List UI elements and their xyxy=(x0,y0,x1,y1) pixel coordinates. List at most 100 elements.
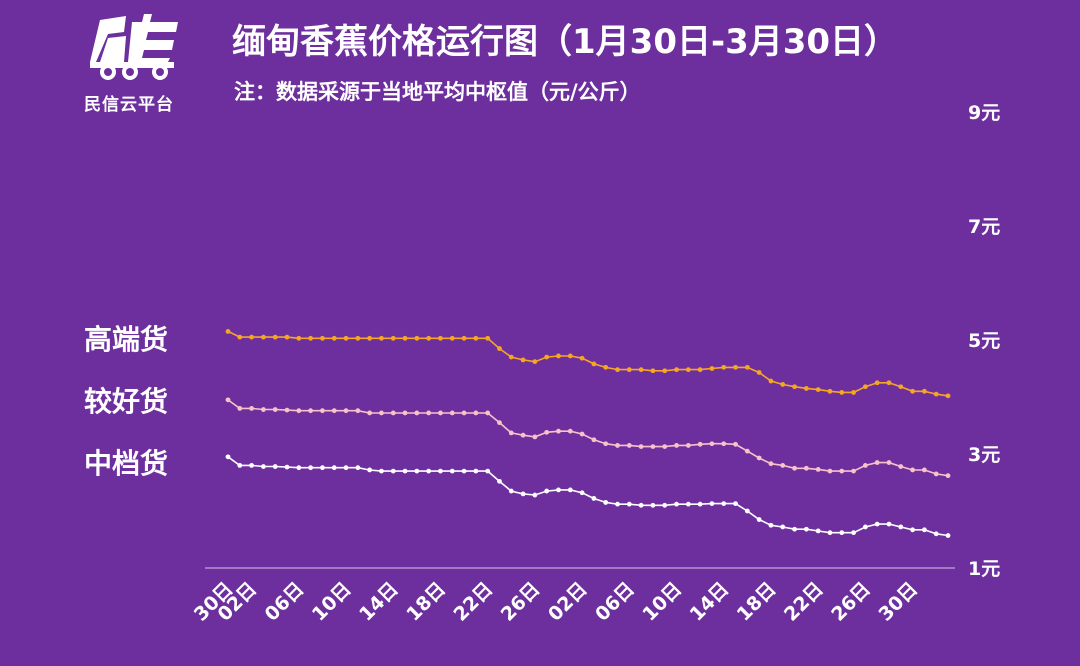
data-point xyxy=(603,364,609,370)
data-point xyxy=(768,522,774,528)
data-point xyxy=(851,468,856,474)
data-point xyxy=(567,353,573,359)
data-point xyxy=(827,388,833,394)
data-point xyxy=(379,468,384,474)
data-point xyxy=(591,437,597,443)
data-point xyxy=(402,468,408,474)
data-point xyxy=(438,468,443,474)
data-point xyxy=(626,367,632,373)
data-point xyxy=(650,444,656,449)
chart-title: 缅甸香蕉价格运行图（1月30日-3月30日） xyxy=(232,22,899,62)
data-point xyxy=(780,524,786,530)
data-point xyxy=(414,468,420,474)
data-point xyxy=(355,335,361,341)
data-point xyxy=(367,335,373,341)
data-point xyxy=(685,443,691,448)
data-point xyxy=(685,501,691,507)
data-point xyxy=(320,335,325,341)
data-point xyxy=(237,406,243,411)
data-point xyxy=(921,467,927,473)
data-point xyxy=(343,335,349,341)
y-tick-label: 3元 xyxy=(968,444,1000,466)
data-point xyxy=(331,408,337,414)
data-point xyxy=(756,455,762,461)
data-point xyxy=(733,501,738,506)
data-point xyxy=(662,444,668,449)
data-point xyxy=(815,387,821,392)
data-point xyxy=(898,464,904,469)
data-point xyxy=(721,501,727,506)
data-point xyxy=(803,465,809,471)
data-point xyxy=(390,335,396,341)
data-point xyxy=(520,432,526,438)
data-point xyxy=(379,410,384,416)
data-point xyxy=(284,464,290,470)
data-point xyxy=(308,408,314,414)
data-point xyxy=(851,390,856,395)
data-point xyxy=(591,496,597,501)
data-point xyxy=(780,382,786,387)
data-point xyxy=(261,464,266,469)
data-point xyxy=(272,464,278,469)
data-point xyxy=(862,463,868,468)
data-point xyxy=(331,465,337,471)
data-point xyxy=(733,364,738,370)
series-label-high: 高端货 xyxy=(84,323,169,356)
data-point xyxy=(626,443,632,448)
data-point xyxy=(272,407,278,412)
data-point xyxy=(792,384,797,390)
data-point xyxy=(874,521,880,527)
logo-text: 民信云平台 xyxy=(84,95,174,115)
data-point xyxy=(296,408,302,414)
data-point xyxy=(261,334,266,340)
x-tick-label: 06日 xyxy=(261,578,309,626)
data-point xyxy=(886,521,892,527)
data-point xyxy=(497,420,502,426)
data-point xyxy=(461,335,467,341)
data-point xyxy=(532,359,538,365)
data-point xyxy=(945,473,951,479)
data-point xyxy=(792,526,797,532)
data-point xyxy=(874,460,880,465)
data-point xyxy=(237,463,243,468)
series-line-0 xyxy=(227,330,949,397)
data-point xyxy=(839,390,845,395)
data-point xyxy=(886,380,892,386)
y-tick-label: 1元 xyxy=(968,558,1000,580)
data-point xyxy=(249,463,255,468)
x-tick-label: 02日 xyxy=(544,578,592,626)
data-point xyxy=(815,466,821,472)
data-point xyxy=(803,386,809,391)
data-point xyxy=(603,441,609,447)
data-point xyxy=(414,335,420,341)
data-point xyxy=(674,367,679,373)
data-point xyxy=(626,501,632,507)
data-point xyxy=(308,465,314,471)
data-point xyxy=(579,355,585,361)
data-point xyxy=(721,364,727,370)
data-point xyxy=(674,501,679,507)
brand-logo: 民信云平台 xyxy=(78,10,198,115)
data-point xyxy=(249,406,255,411)
data-point xyxy=(367,467,373,473)
data-point xyxy=(379,335,384,341)
data-point xyxy=(449,410,455,416)
data-point xyxy=(473,410,479,416)
x-tick-label: 22日 xyxy=(450,578,498,626)
data-point xyxy=(615,367,620,373)
data-point xyxy=(615,443,620,448)
data-point xyxy=(320,465,325,471)
data-point xyxy=(461,468,467,474)
data-point xyxy=(615,501,620,507)
data-point xyxy=(532,492,538,498)
data-point xyxy=(780,463,786,468)
data-point xyxy=(862,524,868,530)
data-point xyxy=(308,335,314,341)
data-point xyxy=(544,488,550,494)
data-point xyxy=(343,408,349,414)
data-point xyxy=(709,366,715,371)
data-point xyxy=(225,454,231,460)
data-point xyxy=(827,468,833,474)
data-point xyxy=(744,448,750,454)
